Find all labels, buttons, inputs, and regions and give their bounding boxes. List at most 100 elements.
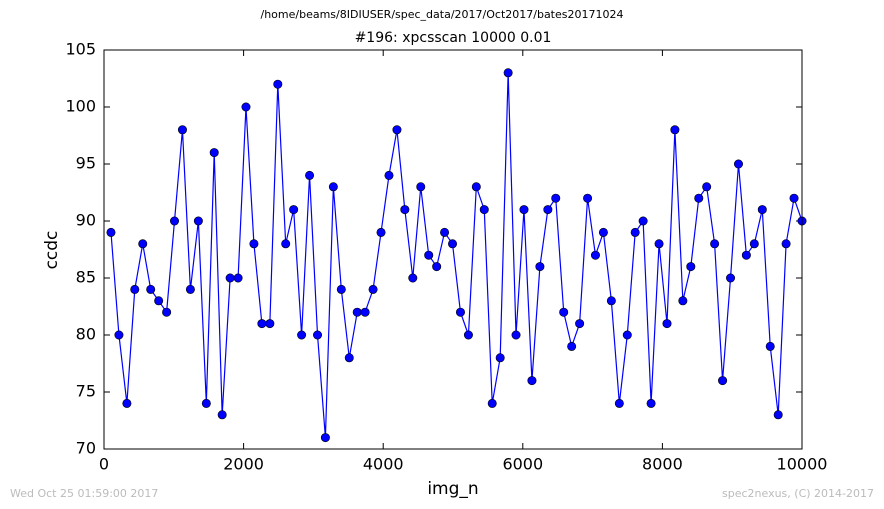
data-point xyxy=(670,125,680,135)
data-point xyxy=(702,182,712,192)
data-point xyxy=(233,273,243,283)
data-point xyxy=(463,330,473,340)
data-point xyxy=(289,205,299,215)
footer-right: spec2nexus, (C) 2014-2017 xyxy=(722,487,874,500)
x-tick-label: 10000 xyxy=(777,455,828,474)
y-tick-label: 100 xyxy=(65,97,96,116)
data-point xyxy=(169,216,179,226)
data-point xyxy=(305,170,315,180)
data-point xyxy=(344,353,354,363)
data-point xyxy=(177,125,187,135)
data-point xyxy=(448,239,458,249)
data-point xyxy=(368,284,378,294)
data-point xyxy=(193,216,203,226)
y-tick-label: 85 xyxy=(76,268,96,287)
data-point xyxy=(336,284,346,294)
y-tick-label: 75 xyxy=(76,382,96,401)
data-point xyxy=(630,227,640,237)
data-point xyxy=(130,284,140,294)
x-axis-label: img_n xyxy=(427,479,478,499)
y-axis-label: ccdc xyxy=(42,231,62,270)
data-point xyxy=(201,398,211,408)
data-point xyxy=(376,227,386,237)
data-point xyxy=(257,319,267,329)
data-point xyxy=(400,205,410,215)
data-point xyxy=(741,250,751,260)
data-point xyxy=(503,68,513,78)
data-point xyxy=(162,307,172,317)
data-point xyxy=(757,205,767,215)
data-point xyxy=(416,182,426,192)
data-point xyxy=(479,205,489,215)
data-point xyxy=(320,433,330,443)
data-point xyxy=(535,262,545,272)
data-point xyxy=(122,398,132,408)
data-point xyxy=(781,239,791,249)
data-point xyxy=(567,341,577,351)
x-tick-label: 6000 xyxy=(502,455,543,474)
data-point xyxy=(654,239,664,249)
data-point xyxy=(622,330,632,340)
data-point xyxy=(281,239,291,249)
y-tick-label: 70 xyxy=(76,439,96,458)
data-point xyxy=(241,102,251,112)
data-point xyxy=(551,193,561,203)
data-point xyxy=(114,330,124,340)
data-point xyxy=(209,148,219,158)
data-point xyxy=(559,307,569,317)
data-point xyxy=(455,307,465,317)
data-point xyxy=(662,319,672,329)
data-point xyxy=(773,410,783,420)
data-point xyxy=(185,284,195,294)
data-point xyxy=(590,250,600,260)
data-point xyxy=(440,227,450,237)
chart-title: #196: xpcsscan 10000 0.01 xyxy=(355,30,552,46)
y-tick-label: 95 xyxy=(76,154,96,173)
x-tick-label: 8000 xyxy=(642,455,683,474)
data-point xyxy=(487,398,497,408)
data-point xyxy=(678,296,688,306)
data-line xyxy=(110,72,803,438)
data-point xyxy=(638,216,648,226)
data-point xyxy=(432,262,442,272)
data-point xyxy=(352,307,362,317)
suptitle: /home/beams/8IDIUSER/spec_data/2017/Oct2… xyxy=(261,8,624,21)
data-point xyxy=(598,227,608,237)
data-point xyxy=(749,239,759,249)
data-point xyxy=(154,296,164,306)
data-point xyxy=(313,330,323,340)
data-point xyxy=(424,250,434,260)
data-point xyxy=(360,307,370,317)
data-point xyxy=(718,376,728,386)
plot-frame xyxy=(103,49,803,450)
data-point xyxy=(614,398,624,408)
data-point xyxy=(138,239,148,249)
data-point xyxy=(225,273,235,283)
data-point xyxy=(519,205,529,215)
x-tick-label: 4000 xyxy=(363,455,404,474)
data-point xyxy=(765,341,775,351)
y-tick-label: 90 xyxy=(76,211,96,230)
x-tick-label: 2000 xyxy=(223,455,264,474)
data-point xyxy=(694,193,704,203)
data-point xyxy=(328,182,338,192)
data-point xyxy=(646,398,656,408)
data-point xyxy=(543,205,553,215)
data-point xyxy=(575,319,585,329)
footer-left: Wed Oct 25 01:59:00 2017 xyxy=(10,487,158,500)
data-point xyxy=(146,284,156,294)
data-point xyxy=(217,410,227,420)
data-point xyxy=(606,296,616,306)
data-point xyxy=(527,376,537,386)
y-tick-label: 80 xyxy=(76,325,96,344)
x-tick-label: 0 xyxy=(99,455,109,474)
data-point xyxy=(495,353,505,363)
data-point xyxy=(106,227,116,237)
data-point xyxy=(392,125,402,135)
data-point xyxy=(384,170,394,180)
data-point xyxy=(726,273,736,283)
data-point xyxy=(686,262,696,272)
data-point xyxy=(789,193,799,203)
